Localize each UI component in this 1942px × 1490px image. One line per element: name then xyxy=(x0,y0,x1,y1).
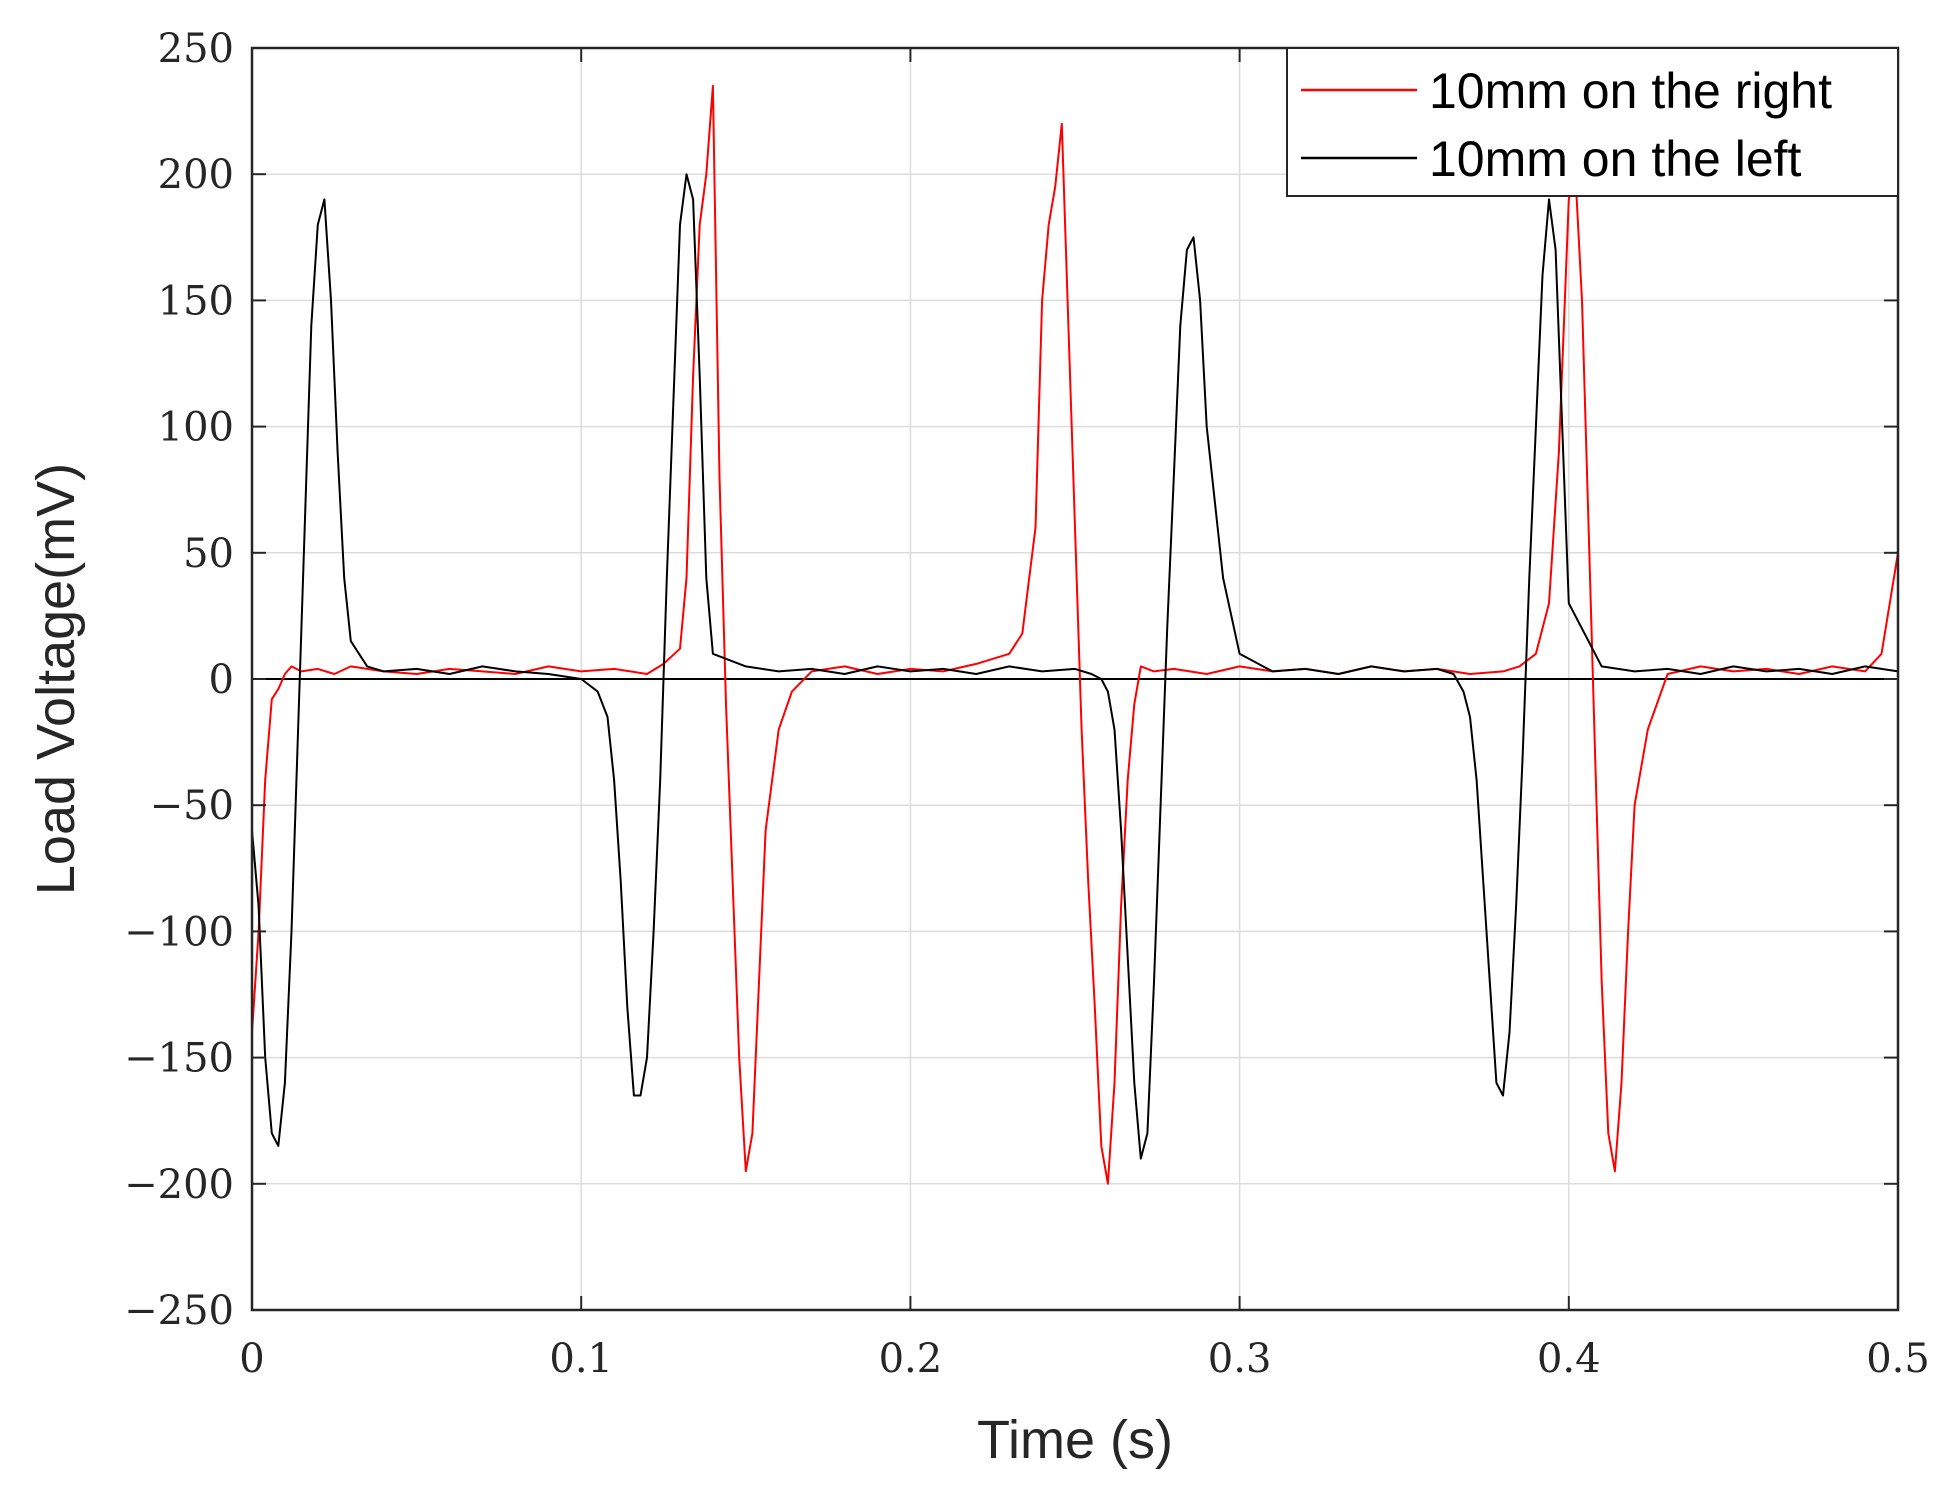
legend-box xyxy=(1286,47,1899,197)
y-tick-label-8: 150 xyxy=(158,278,234,324)
legend-label-right: 10mm on the right xyxy=(1429,63,1832,119)
y-axis-label: Load Voltage(mV) xyxy=(26,463,86,895)
legend: 10mm on the right 10mm on the left xyxy=(1286,47,1899,197)
x-tick-label-0: 0 xyxy=(239,1336,264,1382)
x-tick-label-2: 0.2 xyxy=(879,1336,943,1382)
x-tick-label-3: 0.3 xyxy=(1208,1336,1272,1382)
x-axis-label: Time (s) xyxy=(977,1410,1173,1470)
y-tick-label-5: 0 xyxy=(209,657,234,703)
y-tick-label-4: −50 xyxy=(150,783,234,829)
x-tick-label-4: 0.4 xyxy=(1537,1336,1601,1382)
y-tick-label-10: 250 xyxy=(158,26,234,72)
series-line-left xyxy=(251,173,1899,1160)
y-tick-labels: −250 −200 −150 −100 −50 0 50 100 150 200 250 xyxy=(124,26,234,1334)
x-tick-label-5: 0.5 xyxy=(1866,1336,1930,1382)
y-tick-label-9: 200 xyxy=(158,152,234,198)
x-tick-labels: 0 0.1 0.2 0.3 0.4 0.5 xyxy=(239,1336,1930,1382)
y-tick-label-7: 100 xyxy=(158,405,234,451)
y-tick-label-2: −150 xyxy=(124,1036,234,1082)
y-tick-label-6: 50 xyxy=(183,531,234,577)
y-tick-label-0: −250 xyxy=(124,1288,234,1334)
y-tick-label-3: −100 xyxy=(124,909,234,955)
series-line-right xyxy=(251,84,1899,1185)
x-tick-label-1: 0.1 xyxy=(549,1336,613,1382)
y-tick-label-1: −200 xyxy=(124,1162,234,1208)
legend-label-left: 10mm on the left xyxy=(1429,131,1802,187)
series-layer xyxy=(251,84,1899,1185)
